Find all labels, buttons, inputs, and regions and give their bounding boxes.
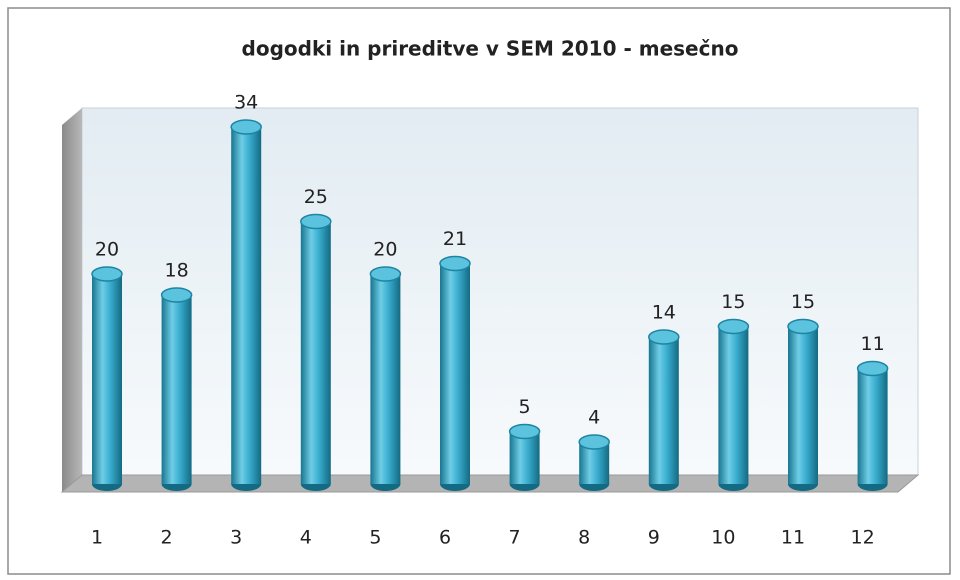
chart-title: dogodki in prireditve v SEM 2010 - meseč… (242, 37, 739, 61)
data-label: 18 (165, 260, 189, 282)
floor (60, 474, 920, 493)
bar-top (787, 318, 819, 335)
bar-top (300, 213, 332, 230)
bar (370, 274, 401, 484)
bar-top (578, 434, 610, 450)
x-tick-label: 1 (91, 527, 103, 549)
bar (857, 368, 888, 484)
x-tick-label: 6 (439, 527, 451, 549)
bar (718, 326, 749, 484)
x-tick-label: 8 (578, 527, 590, 549)
bar-top (856, 360, 889, 377)
data-label: 5 (519, 396, 531, 418)
data-label: 4 (588, 407, 600, 429)
bar-top (230, 119, 262, 135)
x-tick-label: 4 (300, 527, 312, 549)
data-label: 25 (304, 186, 328, 208)
bar-top (508, 423, 541, 440)
data-label: 20 (373, 239, 397, 261)
x-tick-label: 9 (648, 527, 660, 549)
x-tick-label: 11 (781, 527, 805, 549)
bar-top (369, 266, 402, 282)
x-tick-label: 10 (711, 527, 735, 549)
bar (300, 221, 331, 484)
data-label: 14 (652, 302, 676, 324)
bar (440, 263, 470, 484)
data-label: 34 (234, 92, 258, 114)
side-wall (62, 108, 82, 492)
data-label: 15 (791, 291, 815, 313)
x-tick-label: 2 (161, 527, 173, 549)
bar-top (648, 329, 680, 345)
x-tick-label: 7 (509, 527, 521, 549)
data-label: 21 (443, 228, 467, 250)
data-label: 11 (861, 333, 885, 355)
data-label: 15 (721, 291, 745, 313)
bar (788, 326, 818, 484)
bar (509, 431, 540, 484)
x-tick-label: 5 (369, 527, 381, 549)
bar-top (439, 255, 471, 272)
data-label: 20 (95, 239, 119, 261)
bar (648, 337, 679, 484)
x-tick-label: 3 (230, 527, 242, 549)
bar (92, 274, 122, 484)
bar-top (91, 266, 123, 282)
bar-top (717, 318, 750, 335)
x-tick-label: 12 (851, 527, 875, 549)
bar (161, 295, 192, 484)
bar (231, 127, 262, 484)
bar-top (160, 287, 193, 303)
